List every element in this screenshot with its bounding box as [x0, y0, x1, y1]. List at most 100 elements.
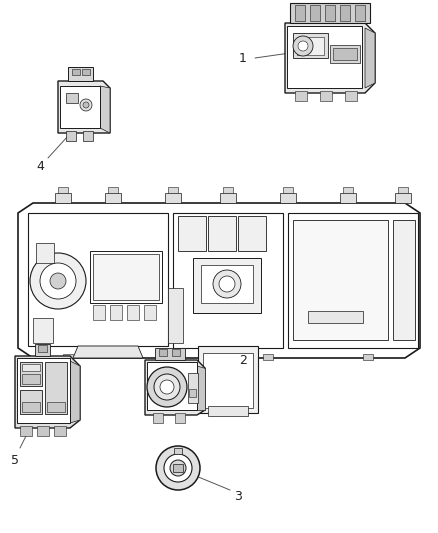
- Bar: [189, 389, 196, 397]
- Circle shape: [30, 253, 86, 309]
- Bar: [153, 413, 163, 423]
- Circle shape: [293, 36, 313, 56]
- Circle shape: [50, 273, 66, 289]
- Bar: [93, 254, 159, 300]
- Bar: [188, 373, 198, 403]
- Bar: [283, 187, 293, 193]
- Bar: [325, 5, 335, 21]
- Polygon shape: [73, 346, 143, 358]
- Polygon shape: [195, 365, 205, 410]
- Circle shape: [147, 367, 187, 407]
- Text: 2: 2: [239, 354, 247, 367]
- Bar: [198, 346, 258, 413]
- Bar: [175, 413, 185, 423]
- Bar: [22, 374, 40, 384]
- Bar: [105, 193, 121, 203]
- Bar: [63, 354, 73, 360]
- Bar: [165, 193, 181, 203]
- Bar: [280, 193, 296, 203]
- Bar: [295, 5, 305, 21]
- Bar: [208, 216, 236, 251]
- Bar: [345, 91, 357, 101]
- Text: 5: 5: [11, 454, 19, 466]
- Bar: [290, 3, 370, 23]
- Bar: [263, 354, 273, 360]
- Bar: [293, 33, 328, 58]
- Polygon shape: [145, 360, 205, 415]
- Polygon shape: [70, 361, 80, 423]
- Bar: [60, 86, 100, 128]
- Bar: [144, 305, 156, 320]
- Bar: [47, 402, 65, 412]
- Bar: [127, 305, 139, 320]
- Bar: [155, 348, 185, 360]
- Bar: [66, 93, 78, 103]
- Bar: [66, 131, 76, 141]
- Bar: [168, 288, 183, 343]
- Bar: [22, 364, 40, 371]
- Bar: [110, 305, 122, 320]
- Bar: [58, 187, 68, 193]
- Text: 4: 4: [36, 159, 44, 173]
- Text: 3: 3: [234, 489, 242, 503]
- Bar: [208, 406, 248, 416]
- Polygon shape: [365, 28, 375, 88]
- Bar: [178, 216, 206, 251]
- Bar: [174, 448, 182, 454]
- Bar: [238, 216, 266, 251]
- Bar: [22, 402, 40, 412]
- Polygon shape: [15, 356, 80, 428]
- Polygon shape: [18, 203, 420, 358]
- Bar: [330, 45, 360, 63]
- Bar: [54, 426, 66, 436]
- Bar: [17, 358, 70, 423]
- Polygon shape: [58, 81, 110, 133]
- Bar: [333, 48, 357, 60]
- Bar: [201, 265, 253, 303]
- Polygon shape: [28, 213, 168, 346]
- Bar: [45, 362, 67, 414]
- Bar: [37, 426, 49, 436]
- Bar: [288, 213, 418, 348]
- Bar: [310, 5, 320, 21]
- Bar: [93, 305, 105, 320]
- Bar: [203, 353, 253, 408]
- Bar: [36, 243, 54, 263]
- Polygon shape: [285, 23, 375, 93]
- Circle shape: [40, 263, 76, 299]
- Bar: [173, 464, 183, 472]
- Bar: [55, 193, 71, 203]
- Bar: [293, 220, 388, 340]
- Bar: [393, 220, 415, 340]
- Circle shape: [160, 380, 174, 394]
- Polygon shape: [173, 213, 283, 348]
- Bar: [223, 187, 233, 193]
- Bar: [163, 354, 173, 360]
- Bar: [20, 426, 32, 436]
- Bar: [38, 345, 47, 352]
- Bar: [308, 311, 363, 323]
- Circle shape: [213, 270, 241, 298]
- Bar: [295, 91, 307, 101]
- Bar: [395, 193, 411, 203]
- Bar: [363, 354, 373, 360]
- Bar: [220, 193, 236, 203]
- Circle shape: [219, 276, 235, 292]
- Bar: [20, 390, 42, 414]
- Circle shape: [170, 460, 186, 476]
- Bar: [355, 5, 365, 21]
- Circle shape: [154, 374, 180, 400]
- Bar: [297, 37, 324, 55]
- Bar: [172, 349, 180, 356]
- Bar: [168, 187, 178, 193]
- Bar: [193, 258, 261, 313]
- Bar: [35, 344, 50, 356]
- Bar: [343, 187, 353, 193]
- Bar: [340, 193, 356, 203]
- Bar: [320, 91, 332, 101]
- Circle shape: [164, 454, 192, 482]
- Bar: [108, 187, 118, 193]
- Circle shape: [298, 41, 308, 51]
- Bar: [82, 69, 90, 75]
- Bar: [90, 251, 162, 303]
